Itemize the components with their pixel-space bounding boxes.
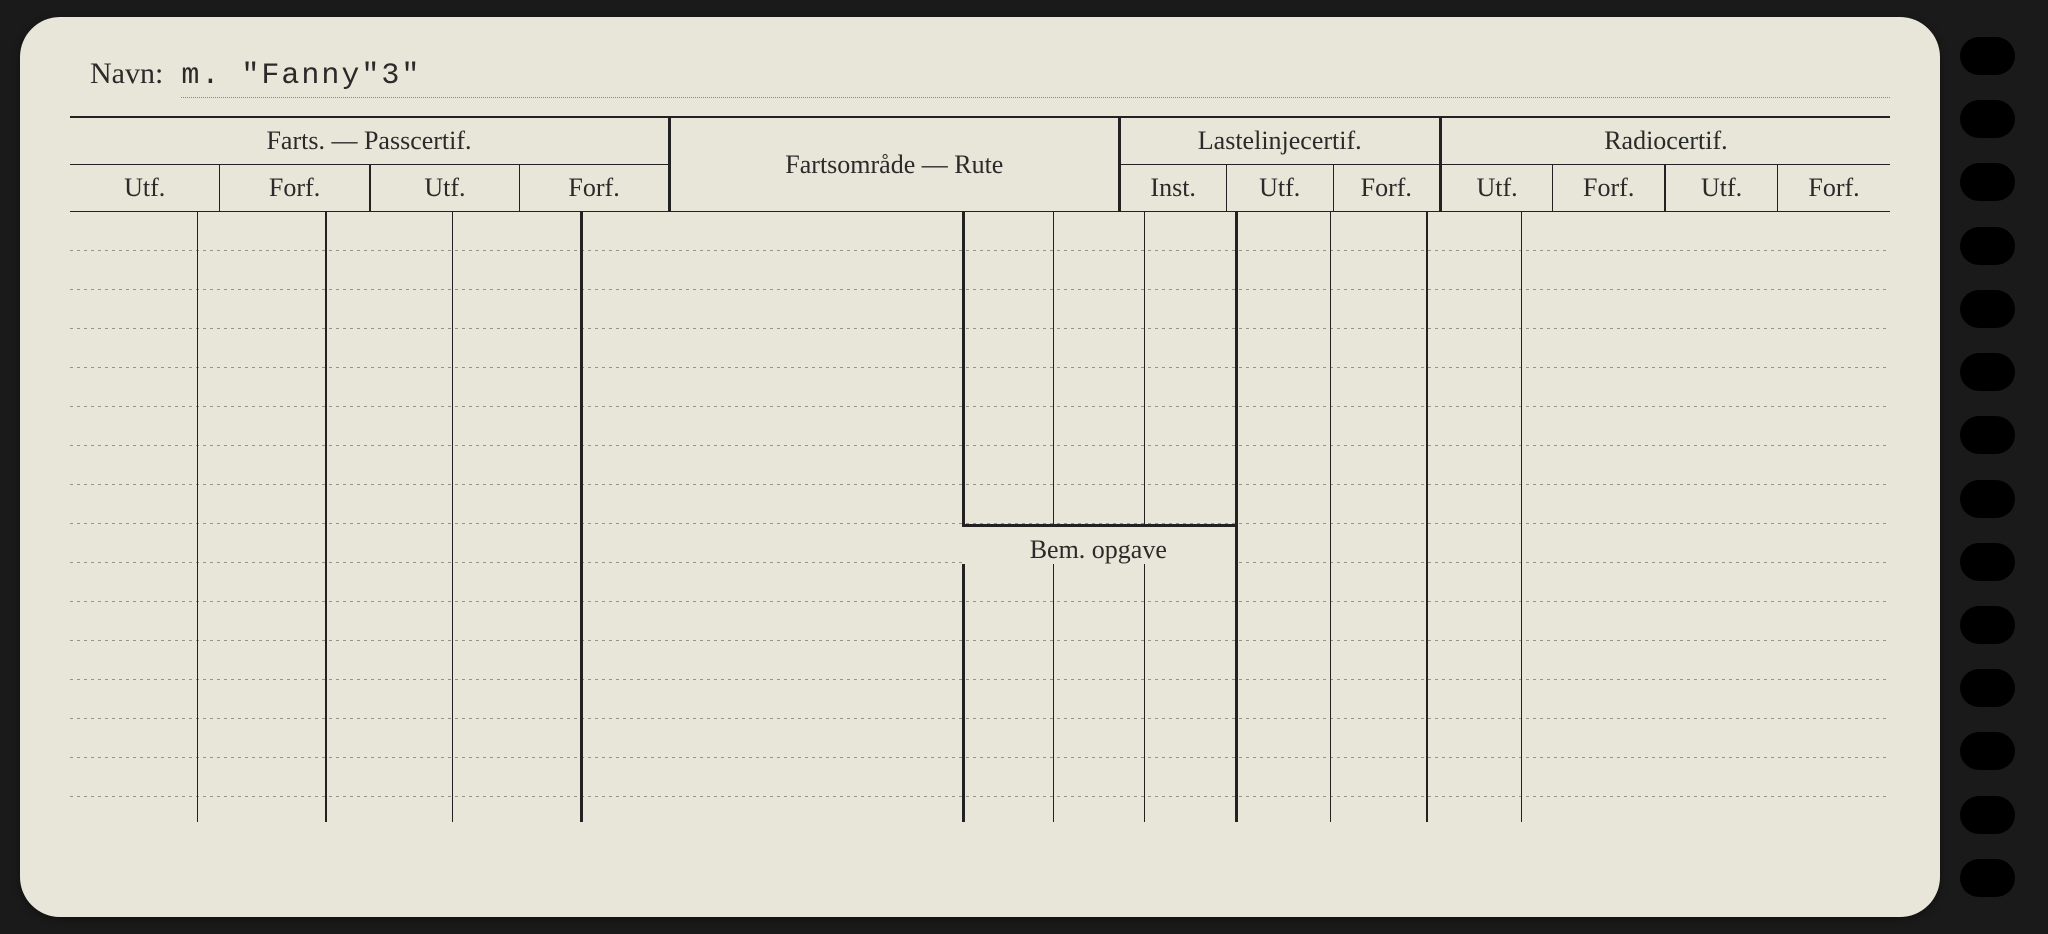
col-utf-3: Utf. — [1226, 165, 1333, 212]
navn-value: m. "Fanny"3" — [181, 59, 1890, 98]
col-forf-4: Forf. — [1553, 165, 1665, 212]
group-radio: Radiocertif. — [1440, 118, 1890, 165]
binder-hole — [1960, 669, 2015, 707]
binder-hole — [1960, 353, 2015, 391]
bem-opgave-box: Bem. opgave — [962, 524, 1235, 564]
binder-hole — [1960, 416, 2015, 454]
binder-hole — [1960, 543, 2015, 581]
binder-hole — [1960, 290, 2015, 328]
binder-hole — [1960, 732, 2015, 770]
group-passcertif: Farts. — Passcertif. — [70, 118, 670, 165]
group-rute: Fartsområde — Rute — [670, 118, 1120, 212]
navn-label: Navn: — [90, 57, 163, 91]
binder-hole — [1960, 606, 2015, 644]
col-forf-2: Forf. — [520, 165, 670, 212]
col-utf-1: Utf. — [70, 165, 220, 212]
group-laste: Lastelinjecertif. — [1119, 118, 1440, 165]
col-forf-5: Forf. — [1778, 165, 1890, 212]
vlines — [70, 212, 1890, 822]
binder-hole — [1960, 227, 2015, 265]
binder-hole — [1960, 37, 2015, 75]
body-area: Bem. opgave — [70, 212, 1890, 822]
group-row: Farts. — Passcertif. Fartsområde — Rute … — [70, 118, 1890, 165]
col-inst: Inst. — [1119, 165, 1226, 212]
col-utf-4: Utf. — [1440, 165, 1552, 212]
col-forf-1: Forf. — [220, 165, 370, 212]
col-forf-3: Forf. — [1333, 165, 1440, 212]
index-card: Navn: m. "Fanny"3" Farts. — Passcertif. … — [20, 17, 1940, 917]
navn-row: Navn: m. "Fanny"3" — [90, 57, 1890, 98]
col-utf-2: Utf. — [370, 165, 520, 212]
binder-hole — [1960, 859, 2015, 897]
table-wrap: Farts. — Passcertif. Fartsområde — Rute … — [70, 118, 1890, 822]
binder-hole — [1960, 100, 2015, 138]
binder-hole — [1960, 480, 2015, 518]
binder-holes — [1960, 37, 2030, 897]
bem-opgave-label: Bem. opgave — [1030, 535, 1167, 564]
binder-hole — [1960, 163, 2015, 201]
header-table: Farts. — Passcertif. Fartsområde — Rute … — [70, 118, 1890, 212]
col-utf-5: Utf. — [1665, 165, 1777, 212]
binder-hole — [1960, 796, 2015, 834]
